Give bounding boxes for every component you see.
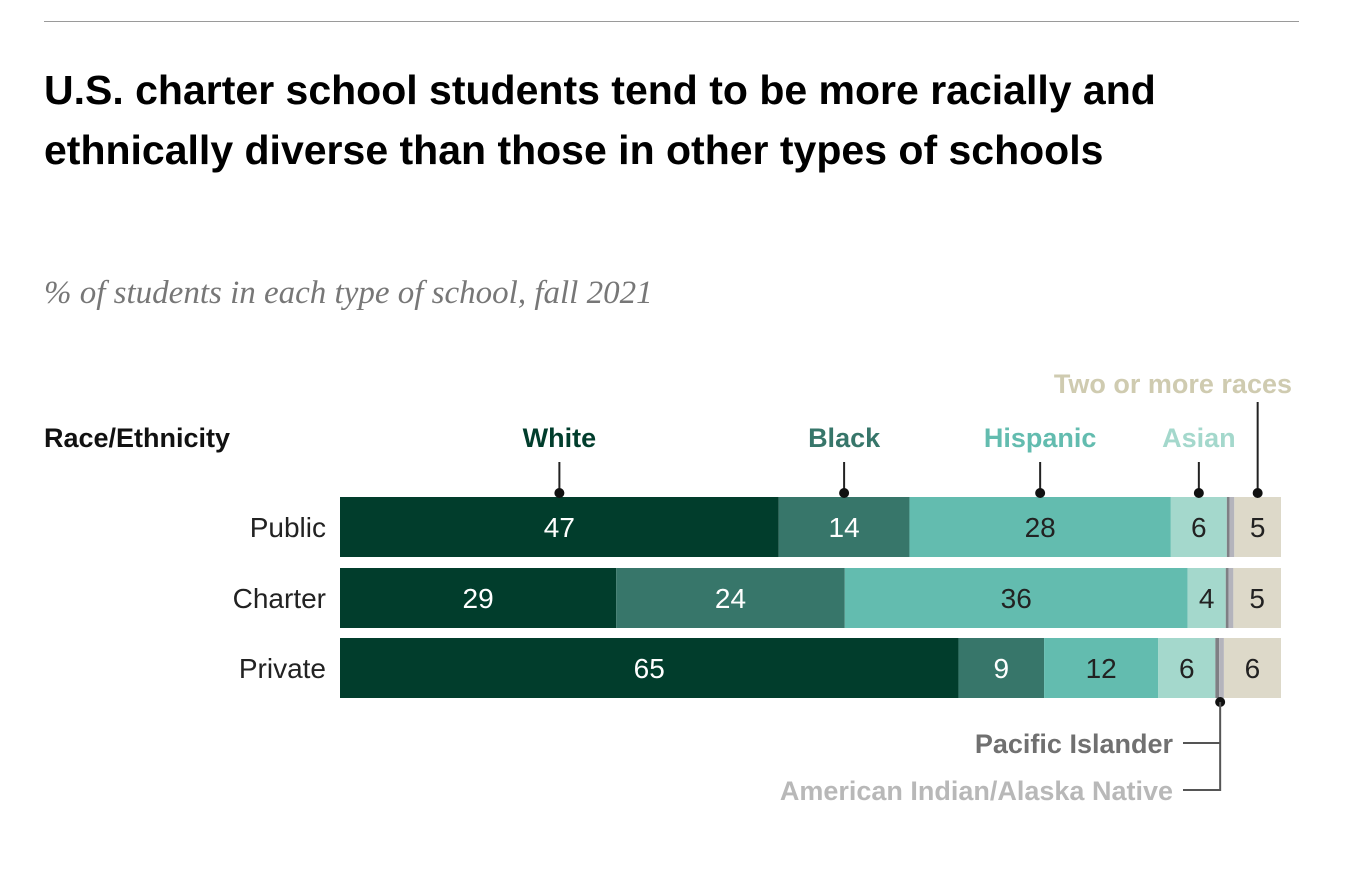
- legend-leader-line: [1183, 702, 1222, 791]
- data-label: 5: [1250, 512, 1266, 543]
- row-label: Public: [250, 512, 326, 543]
- bar-segment: [1223, 638, 1281, 698]
- bar-segment: [1044, 638, 1159, 698]
- data-label: 65: [634, 653, 665, 684]
- data-label: 5: [1249, 583, 1265, 614]
- legend-label: Hispanic: [984, 423, 1097, 453]
- legend-header: Race/Ethnicity: [44, 423, 230, 453]
- bar-segment: [1219, 638, 1224, 698]
- data-label: 9: [993, 653, 1009, 684]
- bar-segment: [340, 638, 959, 698]
- bar-segment: [778, 497, 910, 557]
- data-label: 6: [1245, 653, 1261, 684]
- data-label: 14: [829, 512, 860, 543]
- bar-segment: [1228, 568, 1234, 628]
- legend-label: Black: [808, 423, 881, 453]
- data-label: 12: [1086, 653, 1117, 684]
- bar-segment: [616, 568, 845, 628]
- bar-segment: [340, 497, 779, 557]
- legend-leader-dot: [1252, 488, 1263, 498]
- chart-subtitle: % of students in each type of school, fa…: [44, 275, 653, 311]
- bar-segment: [1229, 497, 1235, 557]
- bar-segment: [844, 568, 1188, 628]
- data-label: 6: [1191, 512, 1207, 543]
- legend-label: White: [523, 423, 597, 453]
- legend-leader-dot: [554, 488, 565, 498]
- bar-segment: [340, 568, 617, 628]
- data-label: 47: [544, 512, 575, 543]
- legend-label: American Indian/Alaska Native: [780, 776, 1173, 806]
- bar-segment: [1234, 497, 1281, 557]
- bar-segment: [958, 638, 1045, 698]
- legend-label: Two or more races: [1054, 369, 1292, 399]
- bar-segment: [1233, 568, 1281, 628]
- legend-leader-dot: [1193, 488, 1204, 498]
- data-label: 36: [1001, 583, 1032, 614]
- data-label: 28: [1025, 512, 1056, 543]
- data-label: 4: [1199, 583, 1215, 614]
- legend-label: Pacific Islander: [975, 729, 1174, 759]
- legend-leader-dot: [839, 488, 850, 498]
- top-rule: [44, 21, 1299, 22]
- legend-label: Asian: [1162, 423, 1236, 453]
- bar-segment: [1225, 568, 1229, 628]
- chart-title: U.S. charter school students tend to be …: [44, 67, 1156, 173]
- row-label: Private: [239, 653, 326, 684]
- bar-segment: [1226, 497, 1230, 557]
- bar-segment: [909, 497, 1171, 557]
- data-label: 29: [463, 583, 494, 614]
- data-label: 24: [715, 583, 746, 614]
- bar-segment: [1215, 638, 1220, 698]
- row-label: Charter: [233, 583, 326, 614]
- data-label: 6: [1179, 653, 1195, 684]
- bar-segment: [1170, 497, 1227, 557]
- bar-segment: [1187, 568, 1226, 628]
- bar-segment: [1158, 638, 1216, 698]
- legend-leader-dot: [1035, 488, 1046, 498]
